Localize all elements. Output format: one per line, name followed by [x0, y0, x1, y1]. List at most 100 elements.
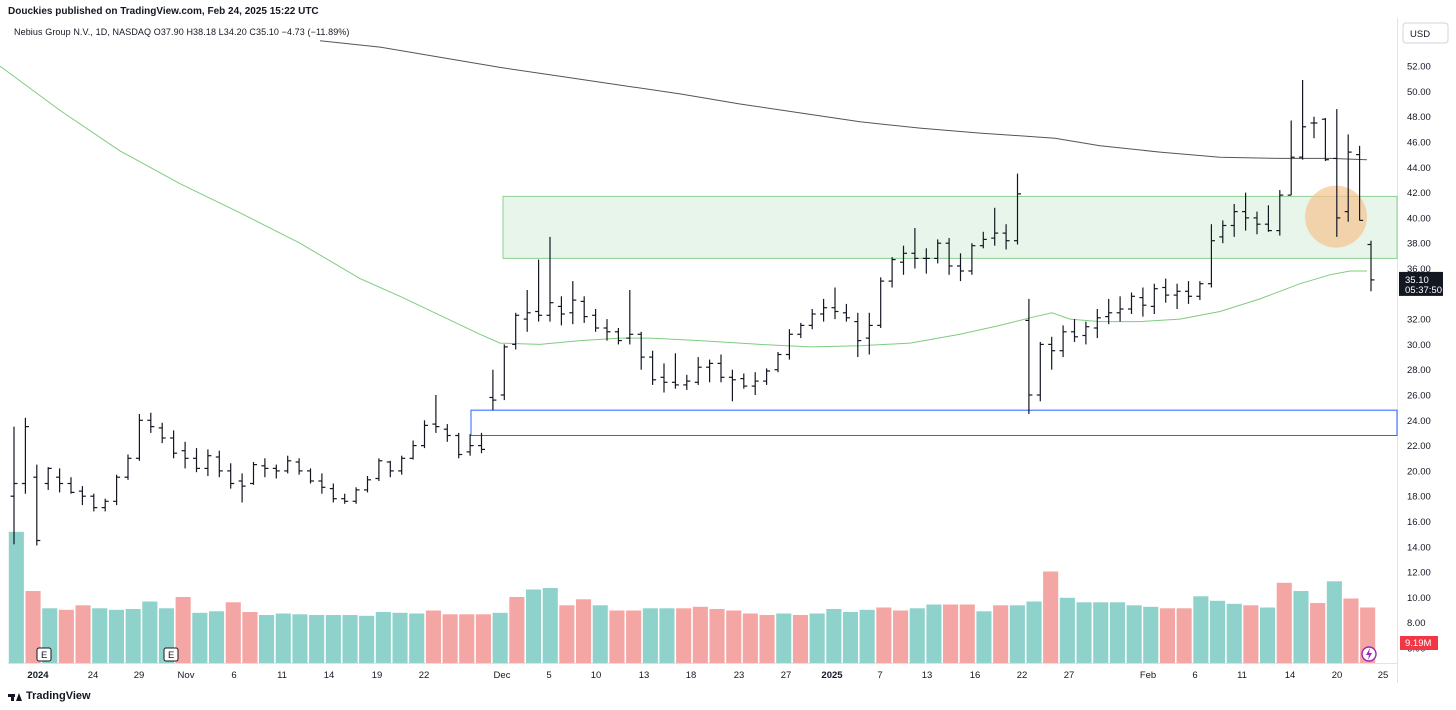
- time-tick-label: 10: [591, 670, 602, 681]
- volume-bar: [343, 615, 358, 663]
- volume-bar: [576, 599, 591, 663]
- volume-bar: [1277, 583, 1292, 663]
- volume-bar: [242, 612, 257, 663]
- brand-label: TradingView: [26, 690, 91, 702]
- volume-bar: [1243, 605, 1258, 663]
- volume-bar: [493, 613, 508, 663]
- resistance-zone[interactable]: [503, 196, 1397, 258]
- volume-bar: [1027, 602, 1042, 664]
- time-tick-label: 29: [134, 670, 145, 681]
- volume-bar: [559, 605, 574, 663]
- volume-bar: [693, 607, 708, 663]
- time-tick-label: 18: [686, 670, 697, 681]
- volume-bar: [643, 608, 658, 663]
- time-tick-label: 22: [1017, 670, 1028, 681]
- volume-bar: [609, 611, 624, 664]
- volume-bar: [92, 608, 107, 663]
- volume-bar: [776, 614, 791, 664]
- volume-bar: [676, 608, 691, 663]
- volume-bar: [1060, 598, 1075, 663]
- volume-bar: [326, 615, 341, 663]
- price-tick-label: 38.00: [1407, 239, 1431, 250]
- volume-bar: [126, 609, 141, 663]
- tradingview-logo[interactable]: TradingView: [8, 690, 91, 702]
- price-tick-label: 42.00: [1407, 188, 1431, 199]
- volume-bar: [810, 614, 825, 664]
- time-tick-label: 24: [88, 670, 99, 681]
- highlight-circle: [1305, 186, 1367, 248]
- support-zone[interactable]: [471, 410, 1397, 435]
- time-tick-label: 19: [372, 670, 383, 681]
- volume-bar: [926, 605, 941, 664]
- price-tick-label: 8.00: [1407, 618, 1426, 629]
- volume-bar: [826, 609, 841, 663]
- volume-bar: [1210, 601, 1225, 663]
- time-tick-label: 6: [231, 670, 236, 681]
- time-tick-label: 13: [922, 670, 933, 681]
- price-tick-label: 50.00: [1407, 87, 1431, 98]
- price-tick-label: 52.00: [1407, 62, 1431, 73]
- volume-bar: [976, 611, 991, 663]
- volume-bar: [59, 610, 74, 663]
- time-tick-label: 22: [419, 670, 430, 681]
- price-tick-label: 20.00: [1407, 466, 1431, 477]
- volume-bar: [1343, 599, 1358, 664]
- ma-200-line[interactable]: [320, 41, 1367, 160]
- volume-bar: [1077, 602, 1092, 663]
- volume-bar: [76, 605, 91, 663]
- volume-bar: [760, 615, 775, 663]
- volume-bar: [593, 605, 608, 663]
- volume-bar: [1193, 596, 1208, 663]
- volume-bar: [459, 614, 474, 663]
- volume-bar: [1160, 608, 1175, 663]
- volume-bar: [659, 608, 674, 663]
- volume-bar: [209, 611, 224, 663]
- volume-bar: [1177, 608, 1192, 663]
- price-tick-label: 14.00: [1407, 542, 1431, 553]
- volume-bar: [292, 614, 307, 663]
- price-tick-label: 10.00: [1407, 593, 1431, 604]
- volume-bar: [359, 616, 374, 663]
- time-tick-label: Feb: [1140, 670, 1156, 681]
- volume-bar: [843, 612, 858, 663]
- volume-bar: [509, 597, 524, 663]
- price-tag-countdown: 05:37:50: [1405, 285, 1442, 296]
- volume-bar: [1227, 604, 1242, 663]
- volume-bar: [793, 615, 808, 663]
- volume-bar: [9, 532, 24, 663]
- price-tick-label: 40.00: [1407, 213, 1431, 224]
- volume-bar: [1127, 605, 1142, 663]
- price-tick-label: 46.00: [1407, 138, 1431, 149]
- volume-bar: [960, 605, 975, 664]
- price-tick-label: 24.00: [1407, 416, 1431, 427]
- volume-bar: [860, 610, 875, 663]
- price-tick-label: 32.00: [1407, 315, 1431, 326]
- volume-bar: [1043, 572, 1058, 664]
- volume-bar: [726, 611, 741, 664]
- volume-bar: [476, 614, 491, 663]
- volume-bar: [710, 609, 725, 663]
- time-tick-label: 16: [970, 670, 981, 681]
- volume-bar: [109, 610, 124, 663]
- volume-bar: [1093, 602, 1108, 663]
- volume-bar: [943, 605, 958, 664]
- time-tick-label: 23: [734, 670, 745, 681]
- time-tick-label: 13: [639, 670, 650, 681]
- time-tick-label: 27: [781, 670, 792, 681]
- volume-bar: [1110, 602, 1125, 663]
- earnings-marker-label: E: [168, 650, 174, 661]
- volume-bar: [443, 614, 458, 663]
- price-tick-label: 48.00: [1407, 112, 1431, 123]
- time-tick-label: 2025: [821, 670, 843, 681]
- volume-bar: [993, 605, 1008, 663]
- time-tick-label: 6: [1192, 670, 1197, 681]
- currency-label: USD: [1410, 29, 1430, 40]
- volume-bar: [743, 614, 758, 664]
- volume-bar: [309, 615, 324, 663]
- time-tick-label: 20: [1332, 670, 1343, 681]
- volume-bar: [626, 611, 641, 664]
- time-tick-label: 2024: [27, 670, 49, 681]
- time-tick-label: 14: [1285, 670, 1296, 681]
